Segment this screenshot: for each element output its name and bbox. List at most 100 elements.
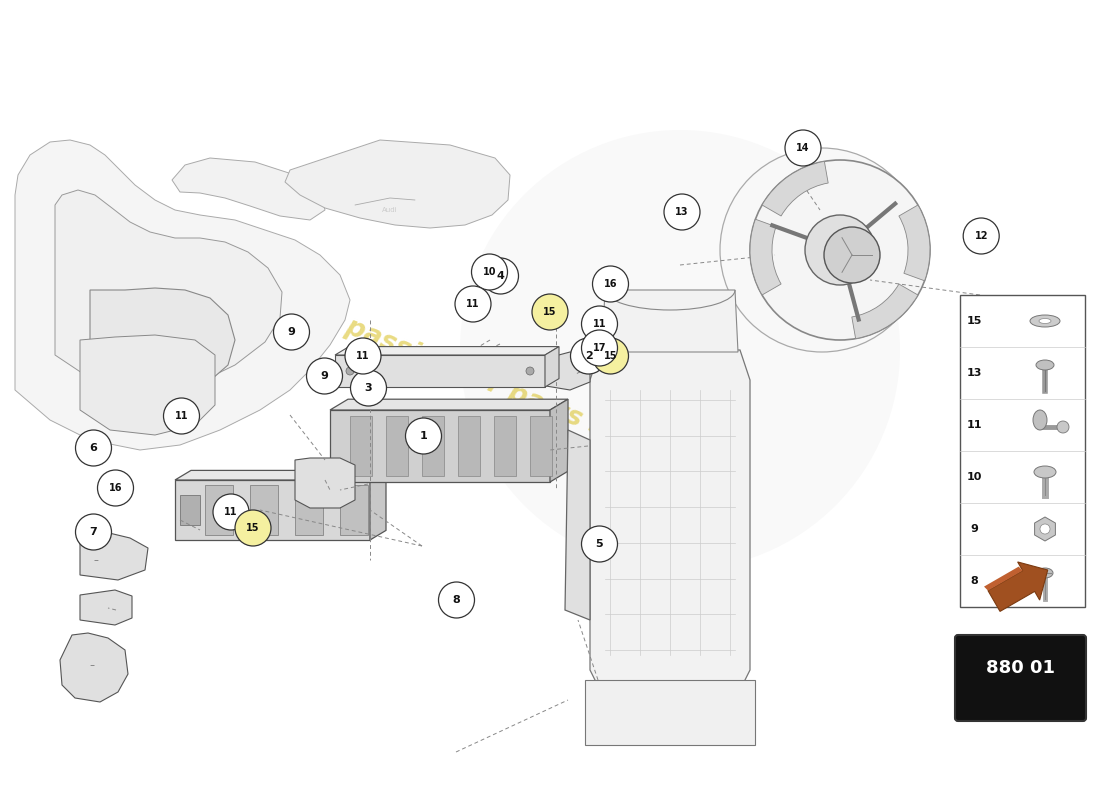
Circle shape xyxy=(460,130,900,570)
Polygon shape xyxy=(90,288,235,395)
Polygon shape xyxy=(295,458,355,508)
Polygon shape xyxy=(544,346,559,387)
Polygon shape xyxy=(336,346,559,355)
Circle shape xyxy=(664,194,700,230)
Circle shape xyxy=(439,582,474,618)
Polygon shape xyxy=(340,485,368,535)
Circle shape xyxy=(307,358,342,394)
Polygon shape xyxy=(295,485,323,535)
Ellipse shape xyxy=(1036,360,1054,370)
Wedge shape xyxy=(762,162,828,216)
Circle shape xyxy=(824,227,880,283)
Circle shape xyxy=(582,330,617,366)
Polygon shape xyxy=(590,350,750,690)
Polygon shape xyxy=(370,470,386,540)
Polygon shape xyxy=(250,485,278,535)
Circle shape xyxy=(1040,524,1050,534)
Text: 16: 16 xyxy=(604,279,617,289)
Polygon shape xyxy=(205,485,233,535)
Text: 13: 13 xyxy=(675,207,689,217)
Polygon shape xyxy=(550,399,568,482)
Circle shape xyxy=(582,306,617,342)
Polygon shape xyxy=(55,190,282,390)
Text: 10: 10 xyxy=(966,472,981,482)
Text: 14: 14 xyxy=(796,143,810,153)
Text: 6: 6 xyxy=(89,443,98,453)
Polygon shape xyxy=(422,416,444,476)
Circle shape xyxy=(472,254,507,290)
Circle shape xyxy=(345,338,381,374)
Text: 15: 15 xyxy=(543,307,557,317)
Text: 3: 3 xyxy=(365,383,372,393)
FancyBboxPatch shape xyxy=(955,635,1086,721)
Polygon shape xyxy=(180,495,200,525)
Circle shape xyxy=(964,218,999,254)
Circle shape xyxy=(1057,421,1069,433)
Circle shape xyxy=(455,286,491,322)
Circle shape xyxy=(532,294,568,330)
Text: 11: 11 xyxy=(466,299,480,309)
Wedge shape xyxy=(851,284,917,338)
Text: 9: 9 xyxy=(970,524,978,534)
Circle shape xyxy=(213,494,249,530)
Text: 4: 4 xyxy=(496,271,505,281)
Text: 9: 9 xyxy=(320,371,329,381)
Polygon shape xyxy=(175,480,370,540)
Ellipse shape xyxy=(1030,315,1060,327)
Bar xyxy=(960,295,1085,607)
Circle shape xyxy=(785,130,821,166)
Polygon shape xyxy=(565,430,590,620)
Circle shape xyxy=(593,266,628,302)
Text: 15: 15 xyxy=(966,316,981,326)
Polygon shape xyxy=(540,352,590,390)
Text: 16: 16 xyxy=(109,483,122,493)
Polygon shape xyxy=(336,355,544,387)
Text: 11: 11 xyxy=(356,351,370,361)
Polygon shape xyxy=(285,140,510,228)
Polygon shape xyxy=(1035,517,1055,541)
Text: 8: 8 xyxy=(970,576,978,586)
Text: 17: 17 xyxy=(593,343,606,353)
Text: Audi: Audi xyxy=(382,207,398,213)
Ellipse shape xyxy=(1034,466,1056,478)
Wedge shape xyxy=(750,219,781,295)
Circle shape xyxy=(351,370,386,406)
Text: 11: 11 xyxy=(593,319,606,329)
Polygon shape xyxy=(80,590,132,625)
Polygon shape xyxy=(330,410,550,482)
Polygon shape xyxy=(330,399,568,410)
Text: 11: 11 xyxy=(224,507,238,517)
Polygon shape xyxy=(60,633,128,702)
Circle shape xyxy=(274,314,309,350)
Text: 2: 2 xyxy=(584,351,593,361)
Polygon shape xyxy=(984,566,1023,590)
Circle shape xyxy=(164,398,199,434)
Text: 880 01: 880 01 xyxy=(986,659,1055,678)
Circle shape xyxy=(526,367,534,375)
Polygon shape xyxy=(15,140,350,450)
Polygon shape xyxy=(494,416,516,476)
Text: 8: 8 xyxy=(452,595,461,605)
Polygon shape xyxy=(530,416,552,476)
Circle shape xyxy=(593,338,628,374)
Polygon shape xyxy=(386,416,408,476)
Polygon shape xyxy=(80,335,214,435)
Text: 7: 7 xyxy=(89,527,98,537)
Circle shape xyxy=(76,430,111,466)
Text: 11: 11 xyxy=(966,420,981,430)
Text: 5: 5 xyxy=(596,539,603,549)
Text: 9: 9 xyxy=(287,327,296,337)
Polygon shape xyxy=(585,680,755,745)
Text: 15: 15 xyxy=(604,351,617,361)
Polygon shape xyxy=(80,525,148,580)
Ellipse shape xyxy=(1040,318,1050,323)
Circle shape xyxy=(406,418,441,454)
Polygon shape xyxy=(602,290,738,352)
Text: 1: 1 xyxy=(419,431,428,441)
Circle shape xyxy=(720,148,924,352)
Ellipse shape xyxy=(1033,410,1047,430)
Text: 15: 15 xyxy=(246,523,260,533)
Wedge shape xyxy=(899,205,930,281)
Text: 10: 10 xyxy=(483,267,496,277)
Circle shape xyxy=(346,367,354,375)
